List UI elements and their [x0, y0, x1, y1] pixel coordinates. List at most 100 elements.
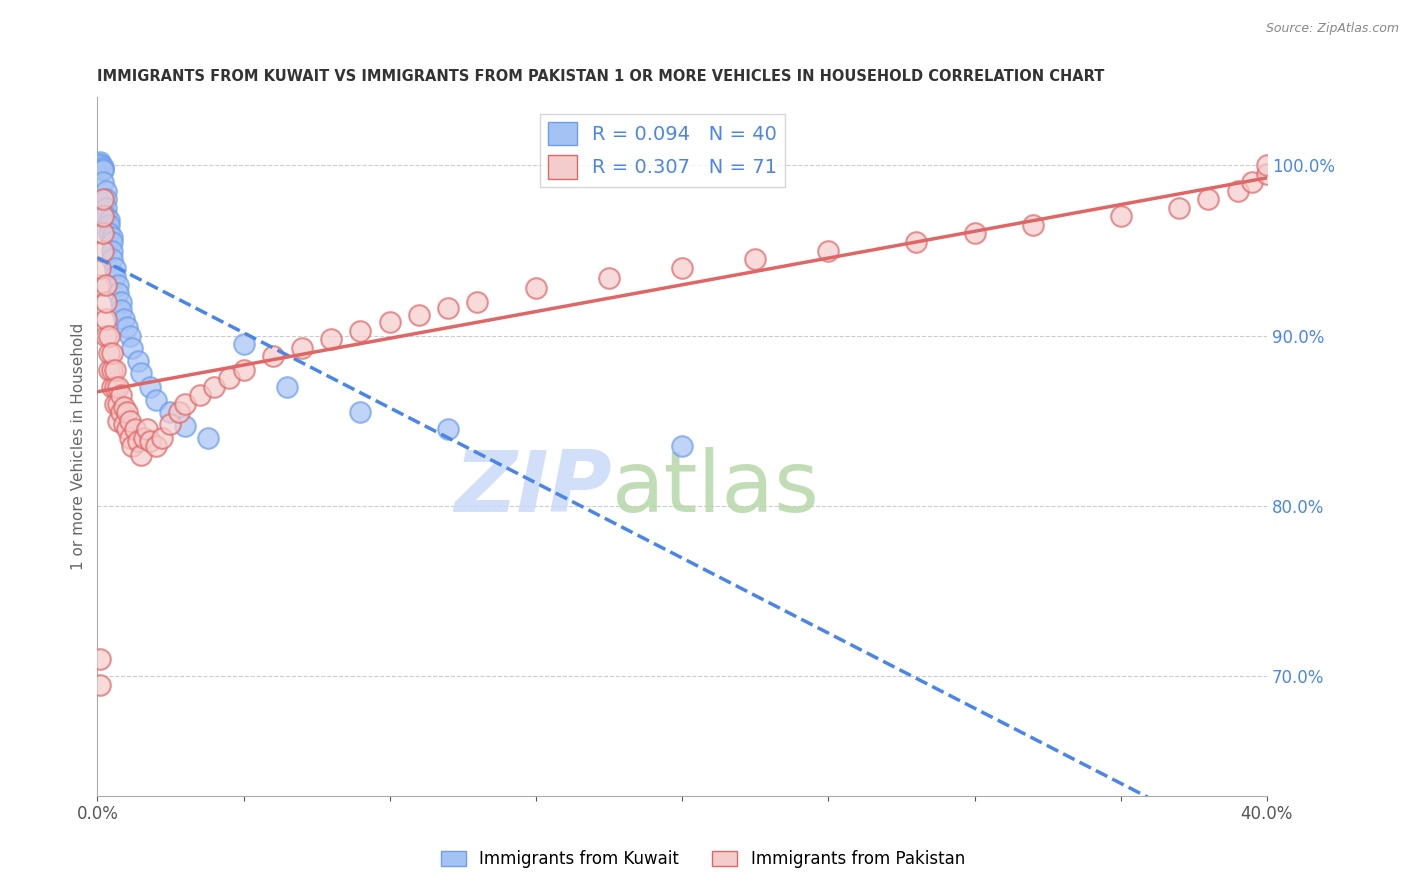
Point [1197, 193, 1219, 207]
Point [94, 311, 117, 326]
Text: atlas: atlas [612, 447, 820, 530]
Point [98, 363, 121, 377]
Point [107, 286, 129, 301]
Point [905, 235, 928, 249]
Point [121, 341, 143, 355]
Point [349, 324, 371, 338]
Point [104, 397, 127, 411]
Legend: Immigrants from Kuwait, Immigrants from Pakistan: Immigrants from Kuwait, Immigrants from … [434, 844, 972, 875]
Point [115, 405, 138, 419]
Point [94, 277, 117, 292]
Point [1256, 158, 1278, 172]
Y-axis label: 1 or more Vehicles in Household: 1 or more Vehicles in Household [72, 323, 86, 570]
Point [139, 434, 162, 449]
Point [121, 440, 143, 454]
Point [276, 380, 298, 394]
Point [1022, 218, 1045, 232]
Point [963, 227, 986, 241]
Point [1109, 210, 1132, 224]
Text: ZIP: ZIP [454, 447, 612, 530]
Point [524, 281, 547, 295]
Point [321, 332, 343, 346]
Point [129, 448, 152, 462]
Point [232, 363, 254, 377]
Point [110, 388, 132, 402]
Point [89, 156, 111, 170]
Point [94, 193, 117, 207]
Point [94, 328, 117, 343]
Point [91, 163, 114, 178]
Point [91, 244, 114, 258]
Point [94, 184, 117, 198]
Point [104, 260, 127, 275]
Point [124, 422, 146, 436]
Point [89, 652, 111, 666]
Point [107, 397, 129, 411]
Point [159, 417, 181, 432]
Point [101, 380, 124, 394]
Point [112, 401, 135, 415]
Point [262, 349, 284, 363]
Point [437, 422, 460, 436]
Point [349, 405, 371, 419]
Text: IMMIGRANTS FROM KUWAIT VS IMMIGRANTS FROM PAKISTAN 1 OR MORE VEHICLES IN HOUSEHO: IMMIGRANTS FROM KUWAIT VS IMMIGRANTS FRO… [97, 69, 1105, 84]
Point [817, 244, 839, 258]
Point [129, 366, 152, 380]
Point [467, 294, 489, 309]
Legend: R = 0.094   N = 40, R = 0.307   N = 71: R = 0.094 N = 40, R = 0.307 N = 71 [540, 114, 785, 186]
Point [110, 294, 132, 309]
Point [89, 277, 111, 292]
Point [110, 303, 132, 318]
Point [378, 315, 401, 329]
Point [598, 270, 620, 285]
Point [112, 311, 135, 326]
Point [197, 431, 219, 445]
Point [91, 161, 114, 176]
Point [174, 419, 197, 434]
Point [101, 244, 124, 258]
Point [408, 308, 430, 322]
Point [437, 301, 460, 316]
Point [174, 397, 197, 411]
Point [91, 175, 114, 189]
Point [1168, 201, 1191, 215]
Point [159, 405, 181, 419]
Point [89, 158, 111, 172]
Point [91, 193, 114, 207]
Point [202, 380, 225, 394]
Point [136, 422, 159, 436]
Point [188, 388, 211, 402]
Point [671, 440, 693, 454]
Point [101, 252, 124, 266]
Text: Source: ZipAtlas.com: Source: ZipAtlas.com [1265, 22, 1399, 36]
Point [94, 294, 117, 309]
Point [98, 345, 121, 359]
Point [232, 337, 254, 351]
Point [291, 341, 314, 355]
Point [1241, 175, 1264, 189]
Point [94, 210, 117, 224]
Point [145, 440, 167, 454]
Point [134, 431, 156, 445]
Point [98, 328, 121, 343]
Point [101, 235, 124, 249]
Point [127, 354, 149, 368]
Point [104, 380, 127, 394]
Point [671, 260, 693, 275]
Point [104, 269, 127, 284]
Point [89, 260, 111, 275]
Point [118, 414, 141, 428]
Point [91, 210, 114, 224]
Point [139, 380, 162, 394]
Point [167, 405, 190, 419]
Point [101, 230, 124, 244]
Point [107, 380, 129, 394]
Point [145, 393, 167, 408]
Point [107, 414, 129, 428]
Point [98, 218, 121, 232]
Point [101, 363, 124, 377]
Point [104, 363, 127, 377]
Point [110, 405, 132, 419]
Point [91, 227, 114, 241]
Point [115, 320, 138, 334]
